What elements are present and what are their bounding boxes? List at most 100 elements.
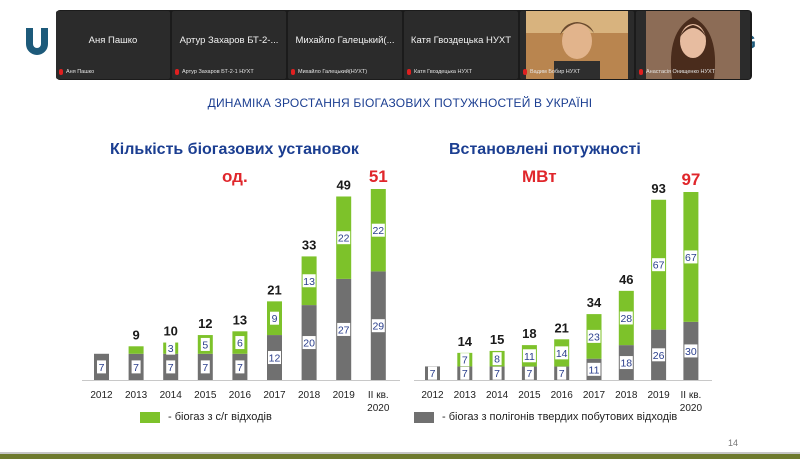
slide-title: ДИНАМІКА ЗРОСТАННЯ БІОГАЗОВИХ ПОТУЖНОСТЕ… bbox=[207, 96, 593, 110]
total-label: 13 bbox=[233, 312, 247, 327]
data-label-bg bbox=[235, 360, 245, 374]
data-label-bg bbox=[302, 336, 316, 350]
muted-mic-icon bbox=[175, 69, 179, 75]
total-label: 21 bbox=[554, 320, 568, 335]
x-tick-label: 2015 bbox=[518, 390, 541, 401]
participant-tile[interactable]: Михайло Галецький(... Михайло Галецький(… bbox=[288, 11, 402, 79]
data-label-bg bbox=[97, 360, 106, 374]
data-label-bg bbox=[524, 366, 534, 380]
footer-bar bbox=[0, 454, 800, 459]
total-label: 14 bbox=[458, 334, 473, 349]
data-label-gray: 7 bbox=[237, 362, 243, 374]
data-label-bg bbox=[270, 311, 279, 325]
participant-tile[interactable]: Анастасія Онищенко НУХТ bbox=[636, 11, 750, 79]
total-label: 97 bbox=[681, 170, 700, 189]
x-tick-label: 2019 bbox=[647, 390, 670, 401]
total-label: 46 bbox=[619, 272, 633, 287]
x-tick-label: 2018 bbox=[298, 390, 321, 401]
x-tick-label: 2014 bbox=[160, 390, 183, 401]
data-label-gray: 27 bbox=[338, 324, 350, 336]
data-label-bg bbox=[684, 250, 698, 264]
page-number: 14 bbox=[727, 438, 738, 448]
legend-gray-label: - біогаз з полігонів твердих побутових в… bbox=[442, 411, 678, 423]
total-label: 10 bbox=[163, 324, 177, 339]
data-label-bg bbox=[428, 366, 437, 380]
total-label: 34 bbox=[587, 295, 602, 310]
muted-mic-icon bbox=[407, 69, 411, 75]
bar-segment-green bbox=[128, 346, 144, 354]
x-tick-label: 2013 bbox=[454, 390, 477, 401]
participant-video-woman bbox=[636, 11, 750, 79]
data-label-gray: 7 bbox=[526, 368, 532, 380]
x-tick-label: 2020 bbox=[367, 403, 390, 414]
data-label-gray: 7 bbox=[430, 368, 436, 380]
x-tick-label: 2017 bbox=[263, 390, 286, 401]
data-label-gray: 7 bbox=[99, 362, 105, 374]
data-label-gray: 7 bbox=[559, 368, 565, 380]
data-label-bg bbox=[684, 344, 698, 358]
data-label-bg bbox=[200, 360, 210, 374]
muted-mic-icon bbox=[639, 69, 643, 75]
total-label: 49 bbox=[336, 177, 350, 192]
data-label-green: 3 bbox=[168, 343, 174, 355]
data-label-gray: 20 bbox=[303, 338, 315, 350]
total-label: 15 bbox=[490, 332, 504, 347]
data-label-bg bbox=[268, 351, 281, 365]
data-label-green: 8 bbox=[494, 354, 500, 366]
x-tick-label: 2020 bbox=[680, 403, 703, 414]
legend-gray-swatch bbox=[414, 411, 434, 423]
data-label-gray: 7 bbox=[462, 368, 468, 380]
data-label-bg bbox=[337, 322, 351, 336]
participant-label: Аня Пашко bbox=[66, 69, 95, 75]
total-label: 9 bbox=[132, 327, 139, 342]
logo-u-icon bbox=[26, 28, 48, 55]
data-label-gray: 7 bbox=[202, 362, 208, 374]
data-label-green: 22 bbox=[372, 225, 384, 237]
total-label: 12 bbox=[198, 316, 212, 331]
total-label: 51 bbox=[369, 167, 388, 186]
data-label-bg bbox=[492, 366, 502, 380]
participants-strip: Аня Пашко Аня Пашко Артур Захаров БТ-2-.… bbox=[56, 10, 752, 80]
total-label: 21 bbox=[267, 282, 281, 297]
participant-name: Катя Гвоздецька НУХТ bbox=[410, 35, 512, 46]
footer-line bbox=[0, 452, 800, 454]
data-label-bg bbox=[619, 356, 633, 370]
data-label-bg bbox=[460, 366, 470, 380]
data-label-green: 22 bbox=[338, 233, 350, 245]
data-label-green: 23 bbox=[588, 331, 600, 343]
participant-label: Вадим Бобир НУХТ bbox=[530, 69, 581, 75]
chart-left-title: Кількість біогазових установок bbox=[110, 141, 359, 158]
participant-label: Катя Гвоздецька НУХТ bbox=[414, 69, 472, 75]
data-label-green: 11 bbox=[524, 351, 535, 363]
data-label-gray: 7 bbox=[133, 362, 139, 374]
participant-name: Артур Захаров БТ-2-... bbox=[179, 35, 279, 46]
participant-label: Артур Захаров БТ-2-1 НУХТ bbox=[182, 69, 254, 75]
data-label-gray: 18 bbox=[620, 358, 632, 370]
x-tick-label: 2012 bbox=[421, 390, 444, 401]
chart-right-unit: МВт bbox=[522, 167, 557, 186]
data-label-gray: 29 bbox=[372, 321, 384, 333]
data-label-green: 13 bbox=[303, 276, 315, 288]
x-tick-label: ІІ кв. bbox=[680, 390, 701, 401]
participant-tile[interactable]: Вадим Бобир НУХТ bbox=[520, 11, 634, 79]
x-tick-label: 2017 bbox=[583, 390, 606, 401]
participant-tile[interactable]: Катя Гвоздецька НУХТ Катя Гвоздецька НУХ… bbox=[404, 11, 518, 79]
data-label-bg bbox=[337, 231, 351, 245]
legend-gray: - біогаз з полігонів твердих побутових в… bbox=[414, 411, 677, 423]
participant-tile[interactable]: Аня Пашко Аня Пашко bbox=[56, 11, 170, 79]
x-tick-label: 2014 bbox=[486, 390, 509, 401]
data-label-bg bbox=[555, 346, 569, 360]
data-label-bg bbox=[166, 360, 176, 374]
participant-tile[interactable]: Артур Захаров БТ-2-... Артур Захаров БТ-… bbox=[172, 11, 286, 79]
muted-mic-icon bbox=[523, 69, 527, 75]
data-label-bg bbox=[131, 360, 141, 374]
data-label-bg bbox=[235, 336, 245, 350]
data-label-gray: 26 bbox=[653, 350, 665, 362]
participant-label: Анастасія Онищенко НУХТ bbox=[646, 69, 716, 75]
data-label-bg bbox=[371, 223, 385, 237]
total-label: 18 bbox=[522, 326, 536, 341]
muted-mic-icon bbox=[59, 69, 63, 75]
data-label-green: 9 bbox=[272, 313, 278, 325]
data-label-bg bbox=[557, 366, 567, 380]
